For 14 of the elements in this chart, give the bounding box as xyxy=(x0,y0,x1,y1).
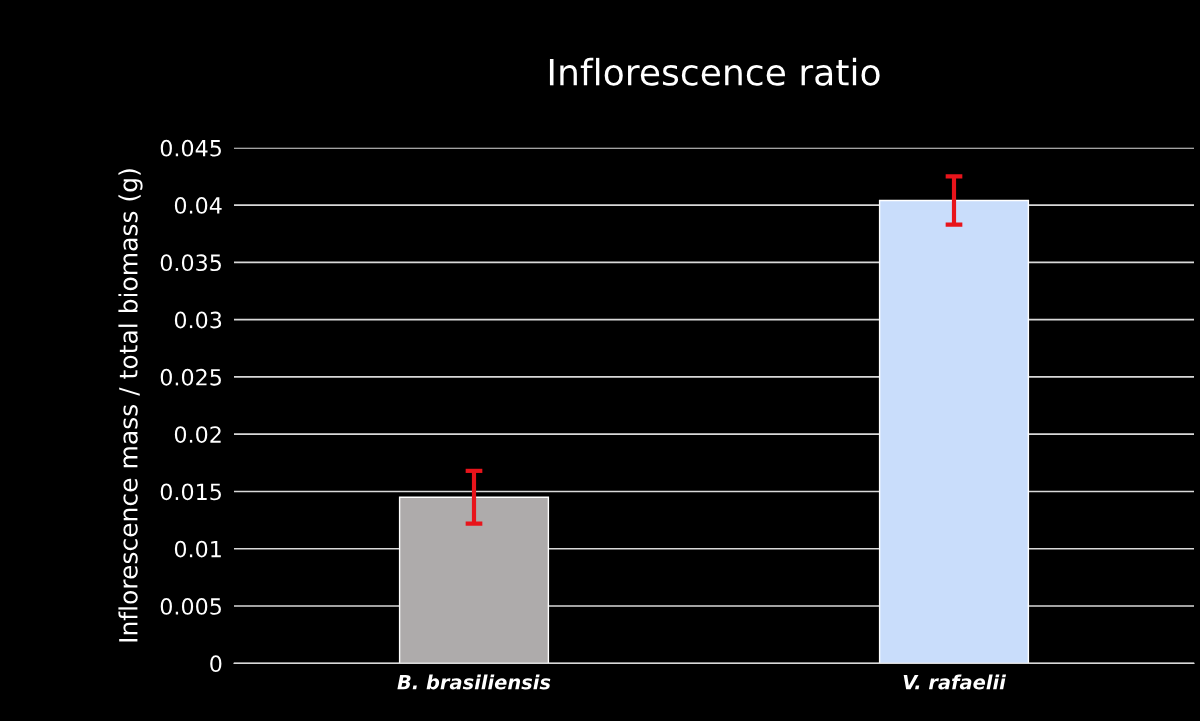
x-tick-label: V. rafaelii xyxy=(903,674,1007,690)
y-tick-label: 0.04 xyxy=(174,197,222,214)
y-tick-label: 0.01 xyxy=(174,540,221,558)
x-tick-label: B. brasiliensis xyxy=(397,674,551,690)
chart-title: Inflorescence ratio xyxy=(549,57,880,86)
y-tick-label: 0.03 xyxy=(174,311,222,329)
y-tick-label: 0.025 xyxy=(160,368,221,386)
y-tick-label: 0.02 xyxy=(174,426,221,443)
y-tick-label: 0.035 xyxy=(160,254,221,272)
y-tick-label: 0.015 xyxy=(160,483,221,501)
y-axis-title: Inflorescence mass / total biomass (g) xyxy=(118,169,143,642)
y-tick-label: 0.005 xyxy=(160,597,221,615)
y-tick-label: 0.045 xyxy=(160,139,221,157)
y-tick-label: 0 xyxy=(210,655,222,673)
